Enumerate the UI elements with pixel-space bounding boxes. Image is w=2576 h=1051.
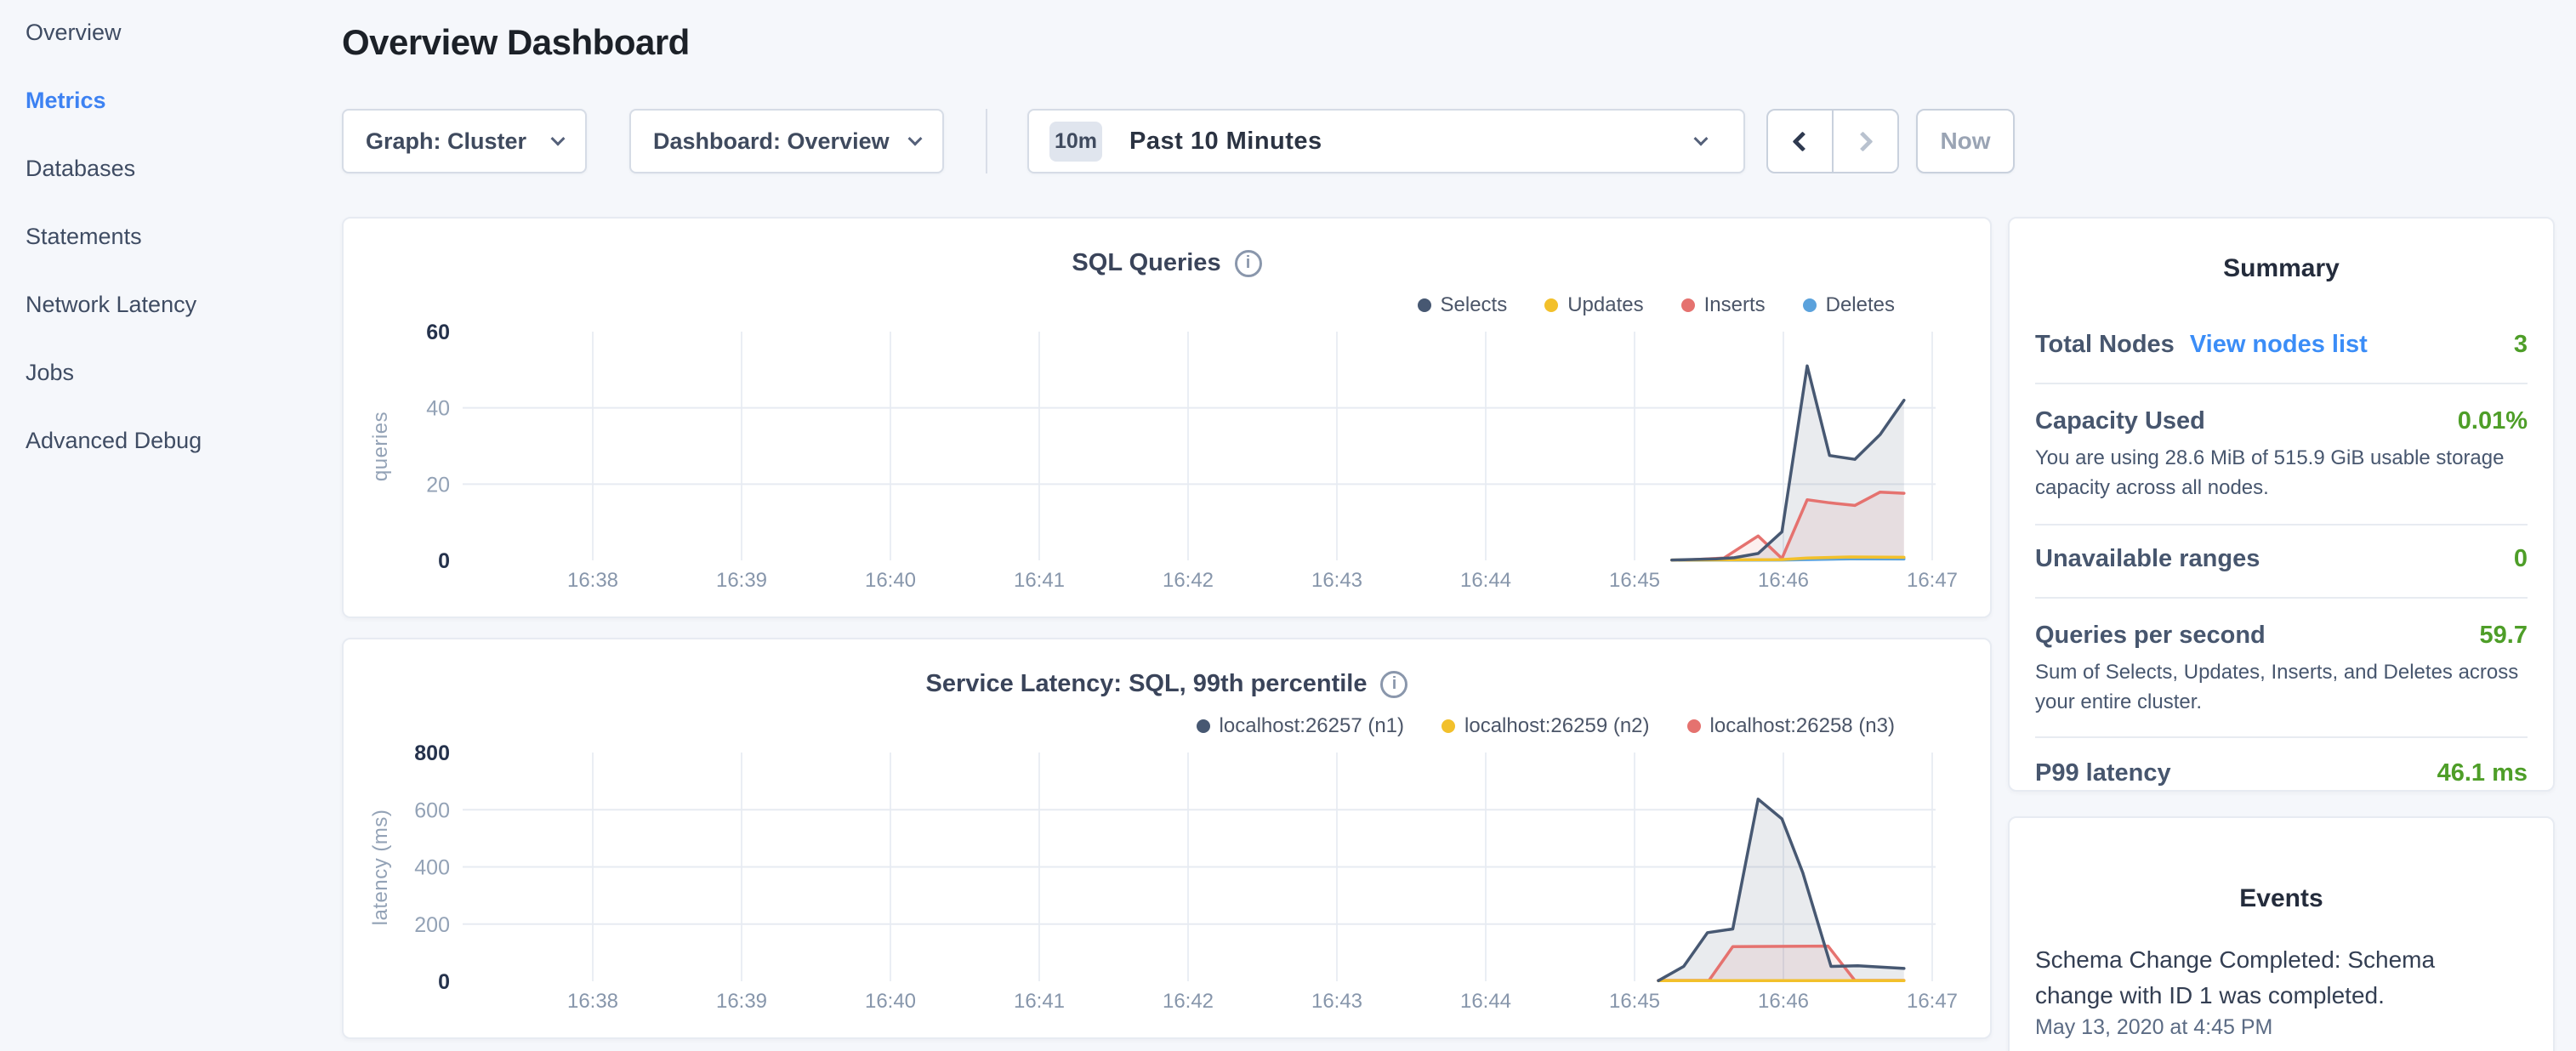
svg-text:16:47: 16:47 [1907, 990, 1958, 1013]
svg-text:16:47: 16:47 [1907, 569, 1958, 592]
graph-dropdown-label: Graph: Cluster [366, 128, 526, 155]
summary-row-total-nodes: Total Nodes View nodes list 3 [2035, 331, 2528, 359]
time-range-dropdown[interactable]: 10m Past 10 Minutes [1027, 109, 1745, 173]
sidebar-item-network-latency[interactable]: Network Latency [0, 279, 340, 347]
svg-text:16:39: 16:39 [716, 990, 767, 1013]
chevron-right-icon [1852, 131, 1873, 151]
time-step-buttons [1766, 109, 1899, 173]
service-latency-chart-card: Service Latency: SQL, 99th percentile i … [342, 638, 1992, 1039]
sidebar-item-metrics[interactable]: Metrics [0, 75, 340, 143]
chevron-down-icon [551, 132, 566, 146]
p99-latency-label: P99 latency [2035, 759, 2171, 787]
queries-per-second-value: 59.7 [2480, 622, 2528, 650]
svg-text:16:40: 16:40 [865, 990, 916, 1013]
chevron-left-icon [1792, 131, 1812, 151]
events-panel: Events Schema Change Completed: Schema c… [2008, 816, 2555, 1051]
sidebar-item-databases[interactable]: Databases [0, 143, 340, 211]
svg-text:600: 600 [414, 798, 450, 822]
svg-text:16:40: 16:40 [865, 569, 916, 592]
summary-panel: Summary Total Nodes View nodes list 3 Ca… [2008, 217, 2555, 792]
time-range-badge: 10m [1049, 122, 1102, 162]
events-heading: Events [2010, 884, 2553, 913]
summary-row-qps: Queries per second 59.7 [2035, 622, 2528, 650]
graph-dropdown[interactable]: Graph: Cluster [342, 109, 587, 173]
event-timestamp: May 13, 2020 at 4:45 PM [2035, 1015, 2272, 1040]
divider [2035, 597, 2528, 599]
page-title: Overview Dashboard [342, 22, 690, 63]
svg-text:0: 0 [438, 970, 450, 994]
qps-description: Sum of Selects, Updates, Inserts, and De… [2035, 657, 2531, 717]
time-range-label: Past 10 Minutes [1129, 128, 1322, 156]
svg-text:16:39: 16:39 [716, 569, 767, 592]
sidebar-item-statements[interactable]: Statements [0, 211, 340, 279]
svg-text:60: 60 [426, 321, 450, 344]
sql-queries-chart-card: SQL Queries i SelectsUpdatesInsertsDelet… [342, 217, 1992, 618]
summary-heading: Summary [2010, 254, 2553, 283]
divider [2035, 524, 2528, 526]
sidebar-item-jobs[interactable]: Jobs [0, 347, 340, 415]
chevron-down-icon [908, 132, 923, 146]
chevron-down-icon [1694, 132, 1709, 146]
capacity-used-value: 0.01% [2458, 407, 2528, 435]
now-button[interactable]: Now [1916, 109, 2015, 173]
summary-row-unavailable-ranges: Unavailable ranges 0 [2035, 545, 2528, 573]
capacity-used-label: Capacity Used [2035, 407, 2205, 435]
svg-text:20: 20 [426, 473, 450, 497]
summary-row-capacity: Capacity Used 0.01% [2035, 407, 2528, 435]
unavailable-ranges-label: Unavailable ranges [2035, 545, 2260, 573]
svg-text:16:46: 16:46 [1758, 990, 1809, 1013]
svg-text:16:42: 16:42 [1163, 990, 1214, 1013]
svg-text:16:45: 16:45 [1609, 569, 1660, 592]
svg-text:16:41: 16:41 [1014, 990, 1065, 1013]
summary-row-p99: P99 latency 46.1 ms [2035, 759, 2528, 787]
svg-text:800: 800 [414, 741, 450, 765]
total-nodes-value: 3 [2514, 331, 2528, 359]
svg-text:40: 40 [426, 397, 450, 421]
svg-text:400: 400 [414, 856, 450, 880]
queries-per-second-label: Queries per second [2035, 622, 2266, 650]
toolbar-divider [986, 109, 987, 173]
dashboard-dropdown-label: Dashboard: Overview [653, 128, 890, 155]
svg-text:16:38: 16:38 [567, 990, 618, 1013]
time-forward-button[interactable] [1832, 111, 1897, 172]
svg-text:16:38: 16:38 [567, 569, 618, 592]
view-nodes-list-link[interactable]: View nodes list [2190, 331, 2368, 359]
sidebar-item-overview[interactable]: Overview [0, 7, 340, 75]
svg-text:16:45: 16:45 [1609, 990, 1660, 1013]
svg-text:200: 200 [414, 913, 450, 937]
svg-text:16:42: 16:42 [1163, 569, 1214, 592]
svg-text:16:44: 16:44 [1460, 569, 1511, 592]
svg-text:16:46: 16:46 [1758, 569, 1809, 592]
unavailable-ranges-value: 0 [2514, 545, 2528, 573]
sidebar-item-advanced-debug[interactable]: Advanced Debug [0, 415, 340, 483]
capacity-used-description: You are using 28.6 MiB of 515.9 GiB usab… [2035, 443, 2531, 503]
divider [2035, 383, 2528, 384]
total-nodes-label: Total Nodes [2035, 331, 2175, 359]
svg-text:16:41: 16:41 [1014, 569, 1065, 592]
event-message[interactable]: Schema Change Completed: Schema change w… [2035, 942, 2452, 1014]
time-back-button[interactable] [1768, 111, 1832, 172]
divider [2035, 736, 2528, 738]
svg-text:16:43: 16:43 [1311, 569, 1362, 592]
p99-latency-value: 46.1 ms [2437, 759, 2528, 787]
dashboard-dropdown[interactable]: Dashboard: Overview [629, 109, 944, 173]
svg-text:16:44: 16:44 [1460, 990, 1511, 1013]
svg-text:16:43: 16:43 [1311, 990, 1362, 1013]
svg-text:0: 0 [438, 549, 450, 573]
sidebar: Overview Metrics Databases Statements Ne… [0, 0, 340, 1051]
